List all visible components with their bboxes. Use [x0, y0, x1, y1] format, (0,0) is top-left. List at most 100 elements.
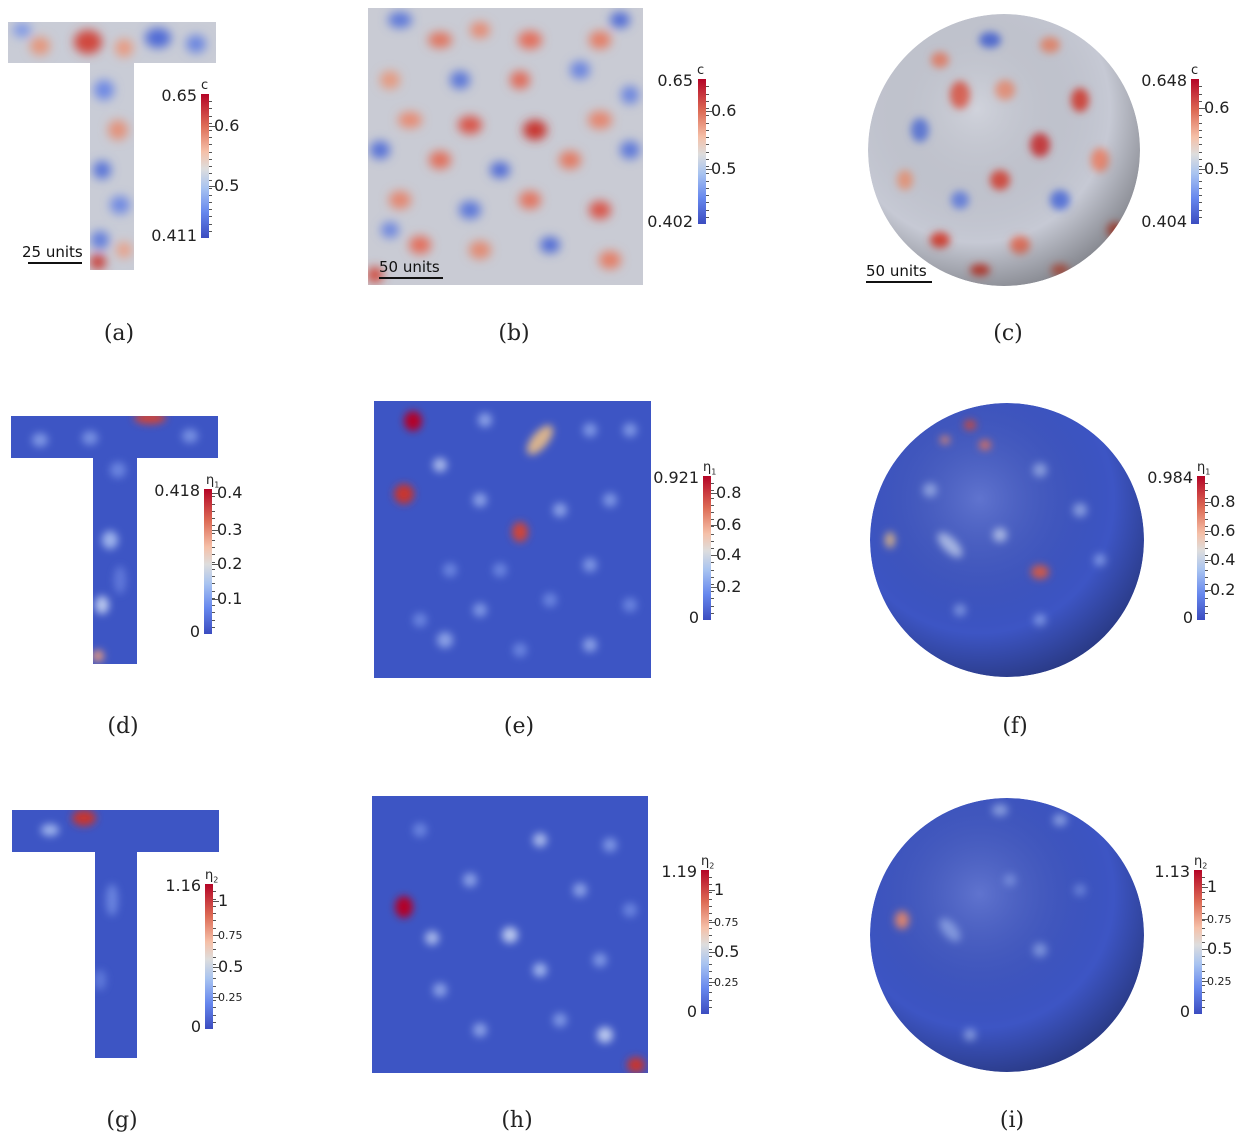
colorbar-major-tick — [213, 967, 219, 968]
colorbar-minor-tick — [1205, 483, 1208, 484]
colorbar-minor-tick — [1202, 892, 1205, 893]
colorbar-minor-tick — [1202, 942, 1205, 943]
colorbar-tick-label: 1 — [714, 880, 725, 899]
colorbar-minor-tick — [213, 1000, 216, 1001]
colorbar-e — [703, 476, 711, 620]
colorbar-minor-tick — [706, 130, 709, 131]
colorbar-minor-tick — [711, 613, 714, 614]
colorbar-min-d: 0 — [189, 622, 200, 641]
colorbar-title-subscript: 2 — [1202, 861, 1208, 871]
caption-e: (e) — [503, 714, 535, 739]
colorbar-title-subscript: 1 — [1205, 467, 1211, 477]
colorbar-max-c: 0.648 — [1141, 71, 1187, 90]
colorbar-title-symbol: η — [701, 854, 710, 869]
scale-label: 50 units — [866, 262, 927, 280]
colorbar-max-e: 0.921 — [653, 468, 699, 487]
colorbar-min-a: 0.411 — [151, 226, 197, 245]
colorbar-minor-tick — [1199, 115, 1202, 116]
colorbar-tick-label: 0.25 — [714, 976, 739, 989]
colorbar-max-f: 0.984 — [1147, 468, 1193, 487]
colorbar-minor-tick — [1199, 173, 1202, 174]
colorbar-minor-tick — [213, 1015, 216, 1016]
colorbar-minor-tick — [706, 123, 709, 124]
colorbar-major-tick — [706, 111, 712, 112]
colorbar-minor-tick — [709, 956, 712, 957]
colorbar-major-tick — [212, 530, 218, 531]
colorbar-minor-tick — [213, 1022, 216, 1023]
colorbar-max-d: 0.418 — [154, 481, 200, 500]
colorbar-tick-label: 0.4 — [1210, 550, 1236, 569]
colorbar-minor-tick — [212, 562, 215, 563]
colorbar-minor-tick — [213, 978, 216, 979]
colorbar-minor-tick — [1202, 935, 1205, 936]
colorbar-major-tick — [711, 555, 717, 556]
colorbar-minor-tick — [711, 505, 714, 506]
colorbar-minor-tick — [1199, 181, 1202, 182]
colorbar-minor-tick — [209, 166, 212, 167]
colorbar-minor-tick — [1202, 956, 1205, 957]
colorbar-minor-tick — [1205, 505, 1208, 506]
colorbar-major-tick — [1205, 560, 1211, 561]
colorbar-minor-tick — [213, 971, 216, 972]
colorbar-minor-tick — [212, 576, 215, 577]
colorbar-minor-tick — [1205, 555, 1208, 556]
colorbar-title-symbol: c — [697, 63, 705, 78]
colorbar-major-tick — [213, 901, 219, 902]
colorbar-minor-tick — [209, 188, 212, 189]
colorbar-minor-tick — [1205, 541, 1208, 542]
colorbar-tick-label: 0.5 — [218, 957, 244, 976]
colorbar-minor-tick — [706, 217, 709, 218]
colorbar-minor-tick — [711, 577, 714, 578]
colorbar-minor-tick — [706, 86, 709, 87]
colorbar-minor-tick — [709, 992, 712, 993]
colorbar-minor-tick — [706, 202, 709, 203]
colorbar-minor-tick — [711, 548, 714, 549]
colorbar-tick-label: 0.5 — [1204, 159, 1230, 178]
colorbar-title-symbol: η — [1197, 460, 1206, 475]
colorbar-min-f: 0 — [1182, 608, 1193, 627]
colorbar-tick-label: 0.6 — [716, 515, 742, 534]
colorbar-minor-tick — [209, 224, 212, 225]
colorbar-tick-label: 0.6 — [711, 101, 737, 120]
colorbar-max-b: 0.65 — [657, 71, 693, 90]
colorbar-minor-tick — [1199, 159, 1202, 160]
colorbar-minor-tick — [1205, 562, 1208, 563]
colorbar-minor-tick — [1202, 928, 1205, 929]
colorbar-tick-label: 0.5 — [214, 176, 240, 195]
colorbar-title-d: η1 — [206, 474, 219, 492]
colorbar-d — [204, 489, 212, 634]
colorbar-title-subscript: 2 — [709, 861, 715, 871]
colorbar-major-tick — [212, 493, 218, 494]
colorbar-minor-tick — [209, 130, 212, 131]
colorbar-minor-tick — [1205, 512, 1208, 513]
colorbar-minor-tick — [1202, 971, 1205, 972]
colorbar-minor-tick — [706, 101, 709, 102]
colorbar-minor-tick — [1202, 899, 1205, 900]
colorbar-minor-tick — [1205, 570, 1208, 571]
colorbar-minor-tick — [209, 108, 212, 109]
scale-bar-b: 50 units — [379, 258, 443, 279]
colorbar-minor-tick — [706, 173, 709, 174]
colorbar-title-c: c — [1191, 64, 1198, 82]
colorbar-minor-tick — [212, 627, 215, 628]
colorbar-minor-tick — [1205, 613, 1208, 614]
colorbar-major-tick — [711, 493, 717, 494]
colorbar-minor-tick — [1202, 985, 1205, 986]
colorbar-minor-tick — [711, 483, 714, 484]
colorbar-minor-tick — [1199, 137, 1202, 138]
colorbar-minor-tick — [1202, 920, 1205, 921]
field-i-sphere — [870, 798, 1144, 1072]
colorbar-minor-tick — [1205, 548, 1208, 549]
colorbar-minor-tick — [1199, 202, 1202, 203]
colorbar-min-c: 0.404 — [1141, 212, 1187, 231]
colorbar-minor-tick — [1199, 217, 1202, 218]
colorbar-f — [1197, 476, 1205, 620]
caption-d: (d) — [107, 714, 139, 739]
field-e-square — [374, 401, 651, 678]
colorbar-minor-tick — [1205, 498, 1208, 499]
colorbar-minor-tick — [1205, 606, 1208, 607]
colorbar-major-tick — [209, 186, 215, 187]
colorbar-minor-tick — [1202, 906, 1205, 907]
colorbar-title-a: c — [201, 79, 208, 97]
colorbar-minor-tick — [1202, 964, 1205, 965]
